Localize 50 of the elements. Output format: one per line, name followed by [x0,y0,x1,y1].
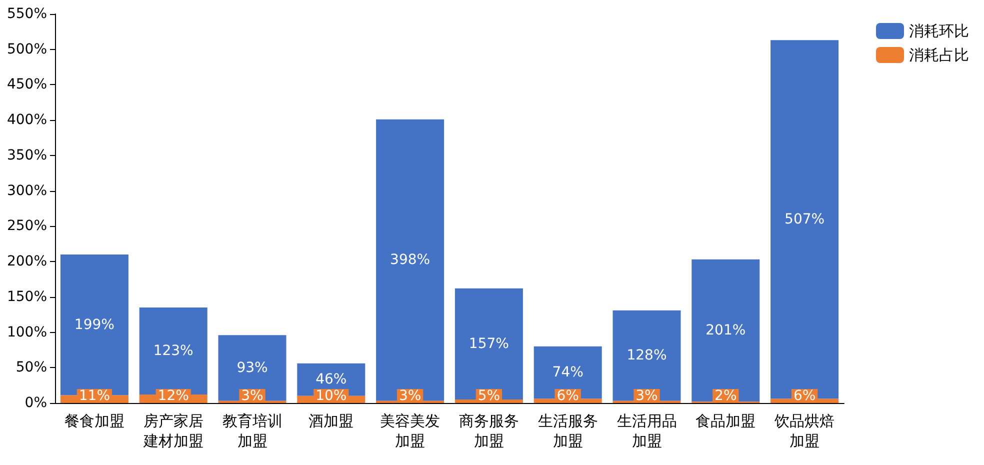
y-tick-label: 300% [6,182,47,199]
x-tick-label: 饮品烘焙加盟 [774,412,835,450]
data-label: 3% [398,388,422,404]
data-label: 12% [158,388,189,404]
bar [692,259,760,402]
x-tick-label: 食品加盟 [696,412,756,430]
data-label: 199% [74,316,114,333]
y-tick-label: 0% [24,395,47,411]
data-label: 5% [478,388,500,404]
legend-label: 消耗占比 [909,46,969,64]
x-tick-label: 商务服务加盟 [458,412,519,450]
y-tick-label: 450% [6,76,47,93]
bar [770,40,839,399]
y-tick-label: 550% [6,6,47,22]
y-tick-label: 350% [6,147,47,164]
y-tick-label: 250% [6,218,47,234]
y-tick-label: 50% [16,360,47,376]
data-label: 123% [153,343,194,360]
data-label: 3% [241,388,264,404]
data-label: 6% [793,388,816,404]
legend-label: 消耗环比 [909,22,969,40]
data-label: 398% [390,252,430,268]
bar [218,335,286,401]
bar [612,310,681,401]
data-label: 2% [714,388,737,404]
data-label: 10% [316,388,347,404]
x-tick-label: 餐食加盟 [64,412,124,430]
y-tick-label: 200% [6,254,47,270]
y-tick-label: 500% [6,41,47,58]
x-tick-label: 生活服务加盟 [538,412,598,450]
bar [376,119,444,401]
data-label: 128% [626,348,667,364]
data-label: 157% [468,336,509,352]
data-label: 6% [556,388,579,404]
y-tick-label: 100% [6,324,47,340]
x-tick-label: 生活用品加盟 [616,412,677,450]
bar [454,288,523,400]
x-tick-label: 房产家居建材加盟 [142,412,204,450]
data-label: 201% [706,322,746,339]
x-tick-label: 酒加盟 [308,412,354,430]
x-tick-label: 教育培训加盟 [222,412,282,450]
data-label: 74% [552,364,584,381]
data-label: 93% [236,360,268,376]
y-tick-label: 150% [6,288,47,305]
data-label: 46% [316,372,347,388]
data-label: 507% [784,211,825,228]
data-label: 3% [636,388,658,404]
x-tick-label: 美容美发加盟 [380,412,440,450]
data-label: 11% [78,388,110,404]
y-tick-label: 400% [6,112,47,128]
